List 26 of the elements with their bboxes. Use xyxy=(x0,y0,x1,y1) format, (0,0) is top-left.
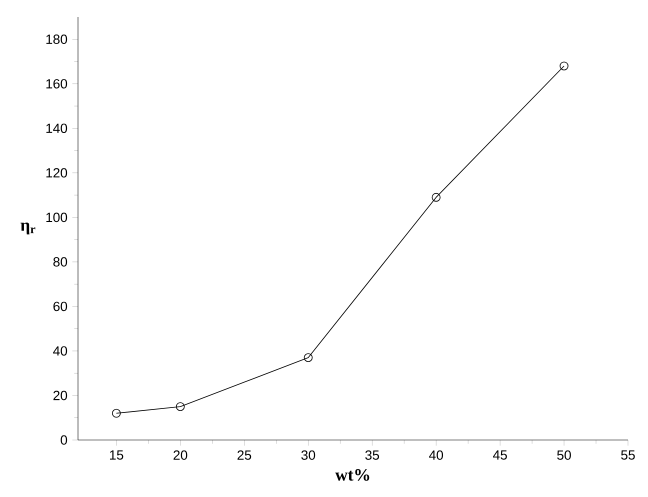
x-tick-label: 40 xyxy=(429,450,444,460)
y-tick-label: 120 xyxy=(46,168,68,178)
x-tick-label: 15 xyxy=(110,450,124,460)
y-tick-label: 100 xyxy=(46,212,68,222)
y-tick-label: 0 xyxy=(60,435,68,445)
y-tick-label: 140 xyxy=(46,124,68,134)
x-axis-title: wt% xyxy=(335,469,370,481)
x-tick-label: 25 xyxy=(238,450,252,460)
point xyxy=(560,62,568,70)
point xyxy=(176,402,185,412)
y-tick-label: 180 xyxy=(46,34,68,44)
y-tick-label: 160 xyxy=(46,79,68,89)
x-tick-label: 35 xyxy=(365,450,380,460)
x-tick-label: 45 xyxy=(492,450,507,460)
y-tick-label: 20 xyxy=(53,390,68,400)
x-tick-label: 55 xyxy=(621,450,635,460)
x-tick-label: 50 xyxy=(557,450,571,460)
y-tick-label: 60 xyxy=(53,302,68,312)
y-axis-title: η$_{r}$ xyxy=(20,222,36,234)
x-tick-label: 20 xyxy=(174,450,188,460)
x-tick-label: 30 xyxy=(301,450,316,460)
point xyxy=(304,353,313,362)
point xyxy=(112,408,121,418)
point xyxy=(432,192,441,202)
y-tick-label: 80 xyxy=(53,257,68,267)
y-tick-label: 40 xyxy=(53,346,68,356)
